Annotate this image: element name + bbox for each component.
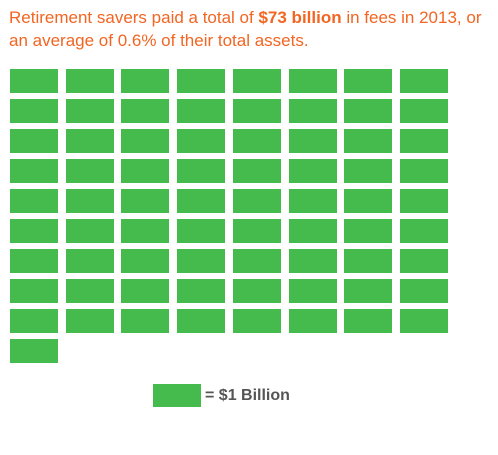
billion-block — [344, 219, 392, 243]
billion-block — [177, 129, 225, 153]
billion-block — [66, 249, 114, 273]
billion-block — [400, 159, 448, 183]
billion-block — [121, 69, 169, 93]
billion-block — [233, 99, 281, 123]
billion-block — [66, 129, 114, 153]
billion-block — [10, 129, 58, 153]
billion-block — [66, 99, 114, 123]
billion-block — [233, 219, 281, 243]
billion-block — [10, 159, 58, 183]
billion-block — [177, 69, 225, 93]
billion-block — [66, 159, 114, 183]
billion-block — [344, 129, 392, 153]
billion-block — [289, 69, 337, 93]
billion-block — [10, 339, 58, 363]
billion-block — [121, 99, 169, 123]
billion-block — [289, 129, 337, 153]
billion-block — [233, 249, 281, 273]
billion-block — [344, 309, 392, 333]
chart-headline: Retirement savers paid a total of $73 bi… — [9, 6, 489, 52]
waffle-grid — [10, 69, 450, 369]
billion-block — [10, 279, 58, 303]
billion-block — [233, 189, 281, 213]
billion-block — [400, 99, 448, 123]
billion-block — [289, 309, 337, 333]
billion-block — [344, 249, 392, 273]
legend-swatch — [153, 384, 201, 407]
billion-block — [233, 129, 281, 153]
billion-block — [233, 279, 281, 303]
headline-text-start: Retirement savers paid a total of — [9, 8, 259, 27]
billion-block — [177, 279, 225, 303]
billion-block — [121, 159, 169, 183]
billion-block — [66, 189, 114, 213]
billion-block — [177, 99, 225, 123]
billion-block — [344, 159, 392, 183]
billion-block — [121, 309, 169, 333]
billion-block — [400, 279, 448, 303]
billion-block — [121, 249, 169, 273]
billion-block — [121, 219, 169, 243]
legend: = $1 Billion — [153, 384, 290, 407]
billion-block — [289, 249, 337, 273]
billion-block — [177, 309, 225, 333]
billion-block — [289, 189, 337, 213]
billion-block — [10, 219, 58, 243]
billion-block — [289, 219, 337, 243]
billion-block — [289, 99, 337, 123]
billion-block — [344, 99, 392, 123]
billion-block — [400, 249, 448, 273]
billion-block — [400, 219, 448, 243]
headline-text-end: in fees in 2013, or an average of 0.6% o… — [9, 8, 482, 50]
billion-block — [177, 189, 225, 213]
billion-block — [233, 159, 281, 183]
billion-block — [233, 69, 281, 93]
billion-block — [344, 279, 392, 303]
billion-block — [10, 99, 58, 123]
billion-block — [400, 129, 448, 153]
billion-block — [233, 309, 281, 333]
billion-block — [66, 279, 114, 303]
billion-block — [289, 159, 337, 183]
billion-block — [177, 219, 225, 243]
billion-block — [289, 279, 337, 303]
billion-block — [10, 309, 58, 333]
headline-highlight: $73 billion — [258, 8, 342, 27]
billion-block — [400, 69, 448, 93]
billion-block — [121, 279, 169, 303]
billion-block — [10, 69, 58, 93]
billion-block — [177, 249, 225, 273]
billion-block — [344, 69, 392, 93]
billion-block — [66, 219, 114, 243]
billion-block — [177, 159, 225, 183]
billion-block — [10, 249, 58, 273]
billion-block — [400, 309, 448, 333]
billion-block — [121, 189, 169, 213]
billion-block — [10, 189, 58, 213]
legend-label: = $1 Billion — [205, 386, 290, 404]
billion-block — [66, 309, 114, 333]
billion-block — [66, 69, 114, 93]
billion-block — [121, 129, 169, 153]
billion-block — [400, 189, 448, 213]
billion-block — [344, 189, 392, 213]
